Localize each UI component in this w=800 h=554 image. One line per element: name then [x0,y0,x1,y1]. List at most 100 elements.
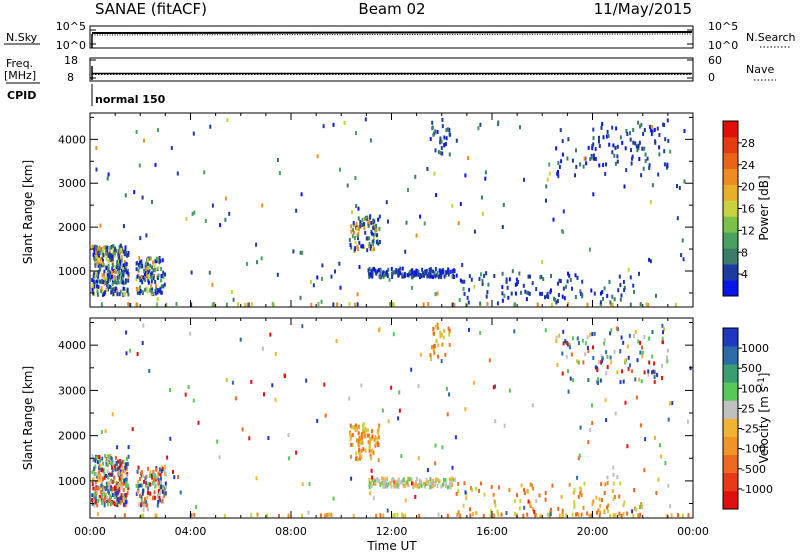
velocity-cell-400 [162,484,165,489]
power-cell-834 [606,134,608,139]
power-cell-316 [162,270,165,275]
velocity-cell-461 [639,512,642,517]
power-cell-1041 [676,184,678,188]
velocity-cell-1118 [387,419,390,424]
power-cell-278 [120,271,123,276]
power-cell-414 [158,289,161,294]
velocity-cell-505 [349,432,351,437]
velocity-cell-986 [414,494,417,499]
velocity-cell-1102 [261,346,264,351]
power-cell-66 [120,258,123,263]
power-cell-491 [372,242,375,247]
power-cell-969 [443,142,446,147]
velocity-cell-101 [116,503,119,508]
power-cell-643 [379,272,382,277]
velocity-cell-209 [103,496,106,501]
power-cell-714 [403,274,406,278]
velocity-cell-1101 [535,498,538,503]
power-cell-466 [392,302,395,307]
power-cell-1133 [139,289,142,293]
velocity-cell-171 [93,457,96,462]
velocity-cell-721 [396,483,399,488]
power-cell-138 [122,273,125,278]
freq-unit: [MHz] [4,69,36,82]
power-cell-193 [111,288,114,293]
power-cell-1082 [680,253,683,258]
velocity-cell-76 [96,454,99,459]
velocity-cell-1095 [398,408,401,413]
power-cell-813 [485,294,488,299]
velocity-cell-198 [123,493,126,498]
velocity-cell-643 [386,477,389,481]
velocity-cell-678 [449,485,452,490]
velocity-cell-1000 [639,505,641,509]
power-cell-260 [124,292,127,297]
velocity-cell-394 [153,490,156,495]
power-cell-876 [637,143,640,148]
velocity-cell-1059 [169,436,172,441]
power-cell-522 [357,216,360,221]
velocity-cell-1061 [527,499,530,504]
freq-label: Freq. [6,57,33,70]
velocity-cell-939 [639,340,642,345]
velocity-cell-1145 [216,439,219,444]
velocity-cell-1031 [582,360,585,365]
velocity-cell-1056 [544,328,547,333]
velocity-cell-424 [158,495,161,500]
velocity-xtick-label-6: 00:00 [677,525,709,538]
power-cell-1067 [135,129,138,134]
power-cell-988 [519,125,521,130]
power-cell-294 [101,261,104,266]
velocity-cell-901 [576,336,579,341]
power-cell-420 [159,259,162,264]
velocity-cell-549 [358,448,361,452]
velocity-cell-511 [369,440,371,445]
velocity-cell-945 [564,339,567,344]
velocity-cell-299 [118,488,121,493]
power-cell-106 [100,247,103,252]
power-cell-888 [646,156,649,161]
velocity-cell-272 [110,456,113,461]
velocity-cell-307 [162,496,165,501]
power-cell-315 [147,278,150,283]
power-cell-1013 [143,138,145,143]
velocity-cell-709 [435,477,438,482]
power-cell-411 [152,268,155,273]
velocity-cell-1126 [604,398,607,403]
power-cell-1072 [260,256,263,261]
velocity-cell-1150 [142,323,145,328]
power-cell-387 [157,273,160,278]
power-cell-291 [97,269,100,274]
power-cell-829 [539,291,542,296]
power-cell-925 [630,148,632,153]
power-cell-650 [427,273,429,278]
power-cell-304 [95,270,98,275]
velocity-cell-611 [389,481,392,486]
power-cell-164 [107,259,110,263]
power-cell-575 [367,223,370,228]
power-cell-198 [110,290,113,295]
velocity-cell-748 [538,493,541,498]
power-cell-178 [91,283,94,288]
power-cell-1118 [619,297,622,302]
velocity-cell-745 [599,510,602,515]
velocity-cell-179 [98,471,101,476]
power-cell-811 [505,279,508,284]
power-cell-610 [420,273,423,278]
velocity-cell-415 [161,499,164,504]
power-cell-1026 [502,202,505,207]
freq-tick-bottom: 8 [67,71,74,84]
velocity-cell-477 [327,512,330,517]
power-cell-137 [109,284,111,289]
velocity-cell-266 [110,501,113,506]
velocity-cell-480 [612,513,615,518]
power-cell-1051 [122,224,125,229]
power-cell-426 [143,268,145,273]
velocity-cell-252 [92,477,95,482]
power-cell-799 [493,274,496,278]
power-cell-392 [137,287,140,292]
power-cell-800 [562,286,565,291]
velocity-cell-690 [373,481,375,486]
power-cell-463 [175,301,178,306]
